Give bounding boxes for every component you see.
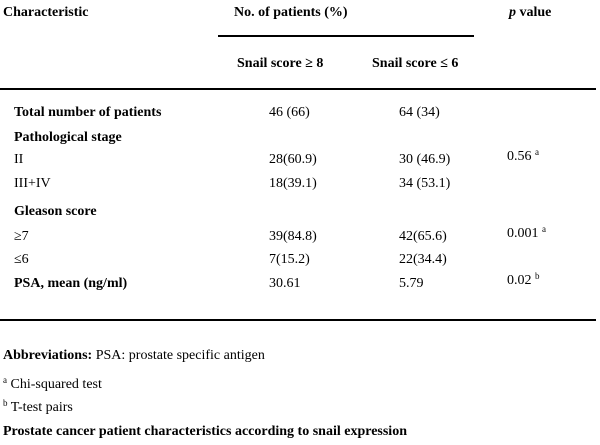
row-label: ≥7 [14, 229, 29, 244]
row-snail-low-value: 34 (53.1) [399, 176, 451, 191]
row-snail-high-value: 46 (66) [269, 105, 310, 120]
header-patients: No. of patients (%) [234, 5, 348, 20]
p-value-footnote-mark: a [542, 224, 546, 234]
footnote-b: b T-test pairs [3, 398, 73, 416]
table-caption: Prostate cancer patient characteristics … [3, 424, 407, 439]
header-p-rest: value [516, 5, 552, 20]
abbreviations-label: Abbreviations: [3, 348, 93, 363]
row-p-value: 0.001 a [507, 224, 546, 242]
footnote-b-mark: b [3, 398, 8, 408]
row-snail-low-value: 22(34.4) [399, 252, 447, 267]
header-group-rule [218, 35, 474, 37]
row-snail-high-value: 30.61 [269, 276, 301, 291]
row-label: II [14, 152, 24, 167]
row-p-value: 0.56 a [507, 147, 539, 165]
row-label: ≤6 [14, 252, 29, 267]
row-label: Total number of patients [14, 105, 162, 120]
header-snail-low: Snail score ≤ 6 [372, 56, 459, 71]
row-label: PSA, mean (ng/ml) [14, 276, 128, 291]
header-bottom-rule [0, 88, 596, 90]
row-p-value: 0.02 b [507, 271, 540, 289]
footnote-a: a Chi-squared test [3, 375, 102, 393]
header-characteristic: Characteristic [3, 5, 89, 20]
p-value-number: 0.02 [507, 273, 532, 288]
row-snail-high-value: 39(84.8) [269, 229, 317, 244]
row-label: Pathological stage [14, 130, 122, 145]
row-snail-low-value: 42(65.6) [399, 229, 447, 244]
row-snail-low-value: 30 (46.9) [399, 152, 451, 167]
table-bottom-rule [0, 319, 596, 321]
abbreviations-text: PSA: prostate specific antigen [92, 348, 265, 363]
footnote-a-mark: a [3, 375, 7, 385]
row-label: III+IV [14, 176, 51, 191]
header-p-italic: p [509, 5, 516, 20]
row-snail-high-value: 7(15.2) [269, 252, 310, 267]
p-value-footnote-mark: b [535, 271, 540, 281]
p-value-number: 0.56 [507, 149, 532, 164]
header-snail-high: Snail score ≥ 8 [237, 56, 324, 71]
row-snail-low-value: 5.79 [399, 276, 424, 291]
p-value-number: 0.001 [507, 226, 539, 241]
footnote-a-text: Chi-squared test [7, 377, 102, 392]
footnote-b-text: T-test pairs [7, 400, 73, 415]
row-snail-high-value: 28(60.9) [269, 152, 317, 167]
abbreviations-note: Abbreviations: PSA: prostate specific an… [3, 348, 265, 364]
row-snail-low-value: 64 (34) [399, 105, 440, 120]
p-value-footnote-mark: a [535, 147, 539, 157]
row-snail-high-value: 18(39.1) [269, 176, 317, 191]
row-label: Gleason score [14, 204, 97, 219]
header-p-value: p value [509, 5, 551, 21]
